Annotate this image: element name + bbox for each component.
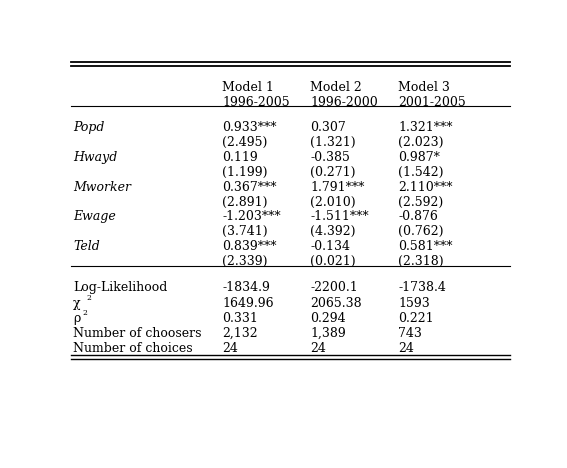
Text: (2.891): (2.891) <box>222 196 268 208</box>
Text: ρ: ρ <box>73 312 81 325</box>
Text: 0.933***: 0.933*** <box>222 121 277 134</box>
Text: 2: 2 <box>83 309 88 317</box>
Text: Mworker: Mworker <box>73 181 131 194</box>
Text: (0.762): (0.762) <box>398 225 444 238</box>
Text: 2065.38: 2065.38 <box>310 297 362 310</box>
Text: 1,389: 1,389 <box>310 327 346 340</box>
Text: (0.021): (0.021) <box>310 255 356 268</box>
Text: -0.385: -0.385 <box>310 151 350 164</box>
Text: Hwayd: Hwayd <box>73 151 117 164</box>
Text: (2.592): (2.592) <box>398 196 443 208</box>
Text: 1593: 1593 <box>398 297 430 310</box>
Text: Model 3: Model 3 <box>398 80 450 94</box>
Text: Number of choices: Number of choices <box>73 342 193 355</box>
Text: Teld: Teld <box>73 240 100 253</box>
Text: Log-Likelihood: Log-Likelihood <box>73 281 167 294</box>
Text: Ewage: Ewage <box>73 211 116 223</box>
Text: χ: χ <box>73 297 81 310</box>
Text: (2.339): (2.339) <box>222 255 268 268</box>
Text: (2.023): (2.023) <box>398 136 444 149</box>
Text: 1649.96: 1649.96 <box>222 297 274 310</box>
Text: (4.392): (4.392) <box>310 225 356 238</box>
Text: -2200.1: -2200.1 <box>310 281 358 294</box>
Text: Number of choosers: Number of choosers <box>73 327 202 340</box>
Text: 2: 2 <box>86 294 91 302</box>
Text: (2.495): (2.495) <box>222 136 268 149</box>
Text: (1.321): (1.321) <box>310 136 356 149</box>
Text: 24: 24 <box>398 342 414 355</box>
Text: -1.511***: -1.511*** <box>310 211 369 223</box>
Text: Model 2: Model 2 <box>310 80 362 94</box>
Text: (0.271): (0.271) <box>310 166 356 179</box>
Text: Model 1: Model 1 <box>222 80 274 94</box>
Text: 2,132: 2,132 <box>222 327 258 340</box>
Text: Popd: Popd <box>73 121 104 134</box>
Text: -0.876: -0.876 <box>398 211 438 223</box>
Text: 2.110***: 2.110*** <box>398 181 452 194</box>
Text: 0.119: 0.119 <box>222 151 258 164</box>
Text: -0.134: -0.134 <box>310 240 350 253</box>
Text: 24: 24 <box>222 342 238 355</box>
Text: 0.294: 0.294 <box>310 312 346 325</box>
Text: 1996-2005: 1996-2005 <box>222 95 290 109</box>
Text: 1.791***: 1.791*** <box>310 181 365 194</box>
Text: 0.331: 0.331 <box>222 312 259 325</box>
Text: 0.839***: 0.839*** <box>222 240 277 253</box>
Text: (2.318): (2.318) <box>398 255 444 268</box>
Text: 0.581***: 0.581*** <box>398 240 452 253</box>
Text: 743: 743 <box>398 327 422 340</box>
Text: 0.307: 0.307 <box>310 121 346 134</box>
Text: -1834.9: -1834.9 <box>222 281 270 294</box>
Text: 1996-2000: 1996-2000 <box>310 95 378 109</box>
Text: 0.367***: 0.367*** <box>222 181 277 194</box>
Text: 2001-2005: 2001-2005 <box>398 95 466 109</box>
Text: 0.221: 0.221 <box>398 312 434 325</box>
Text: -1.203***: -1.203*** <box>222 211 281 223</box>
Text: 1.321***: 1.321*** <box>398 121 452 134</box>
Text: (3.741): (3.741) <box>222 225 268 238</box>
Text: 24: 24 <box>310 342 326 355</box>
Text: (1.542): (1.542) <box>398 166 444 179</box>
Text: (2.010): (2.010) <box>310 196 356 208</box>
Text: -1738.4: -1738.4 <box>398 281 446 294</box>
Text: (1.199): (1.199) <box>222 166 268 179</box>
Text: 0.987*: 0.987* <box>398 151 440 164</box>
